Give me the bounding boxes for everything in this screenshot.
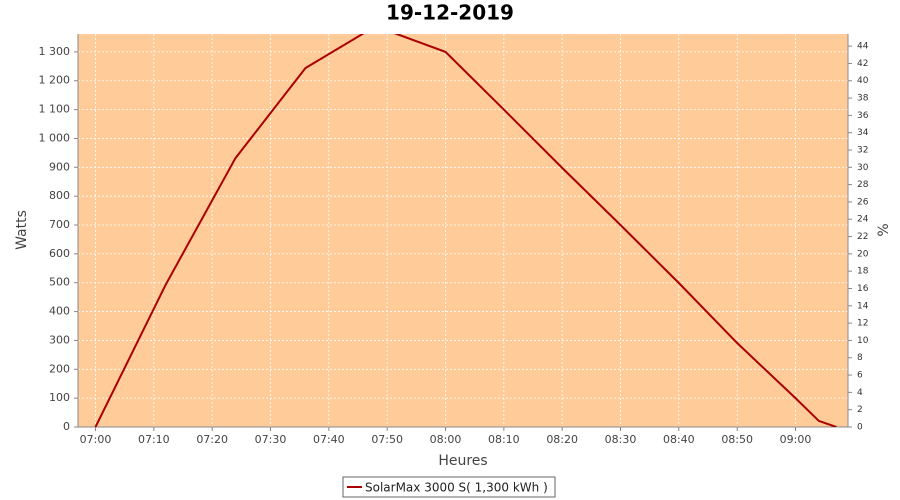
x-tick-label: 08:10 [488,433,520,446]
y2-tick-label: 20 [857,249,869,259]
y2-tick-label: 28 [857,180,869,190]
y2-axis-label: % [876,223,892,236]
y-tick-label: 500 [49,276,70,289]
y2-tick-label: 34 [857,128,869,138]
chart-title: 19-12-2019 [386,1,514,25]
x-tick-label: 07:00 [80,433,112,446]
y2-tick-label: 0 [857,423,863,433]
y-tick-label: 700 [49,218,70,231]
y2-tick-label: 44 [857,42,869,52]
y2-tick-label: 4 [857,388,863,398]
y-tick-label: 1 100 [39,103,71,116]
y2-tick-label: 22 [857,232,868,242]
y2-tick-label: 16 [857,284,869,294]
y2-tick-label: 40 [857,76,869,86]
x-tick-label: 09:00 [780,433,812,446]
y-axis-label: Watts [14,210,30,250]
x-tick-label: 07:50 [371,433,403,446]
y-tick-label: 1 000 [39,131,71,144]
x-tick-label: 07:30 [255,433,287,446]
x-axis-label: Heures [438,453,487,469]
x-tick-label: 08:20 [546,433,578,446]
y2-tick-label: 36 [857,111,869,121]
y2-tick-label: 42 [857,59,868,69]
y-tick-label: 600 [49,247,70,260]
y-tick-label: 300 [49,333,70,346]
y-tick-label: 1 300 [39,45,71,58]
y-tick-label: 100 [49,391,70,404]
y2-tick-label: 18 [857,267,869,277]
y-tick-label: 800 [49,189,70,202]
y2-tick-label: 32 [857,145,868,155]
x-tick-label: 08:40 [663,433,695,446]
x-tick-label: 07:40 [313,433,345,446]
x-tick-label: 08:30 [605,433,637,446]
y2-tick-label: 38 [857,94,869,104]
y-tick-label: 1 200 [39,74,71,87]
y-tick-label: 900 [49,160,70,173]
y2-tick-label: 8 [857,353,863,363]
y-tick-label: 0 [63,420,70,433]
y2-tick-label: 6 [857,371,863,381]
x-tick-label: 08:00 [430,433,462,446]
y2-tick-label: 12 [857,319,868,329]
y2-tick-label: 14 [857,301,869,311]
y2-tick-label: 24 [857,215,869,225]
y2-tick-label: 10 [857,336,869,346]
y-tick-label: 400 [49,305,70,318]
data-line [94,34,837,427]
y-tick-label: 200 [49,362,70,375]
legend-label: SolarMax 3000 S( 1,300 kWh ) [365,481,548,495]
x-tick-label: 07:20 [196,433,228,446]
y2-tick-label: 2 [857,405,863,415]
x-tick-label: 07:10 [138,433,170,446]
y2-tick-label: 30 [857,163,869,173]
legend [342,476,556,498]
plot-area [78,34,848,427]
x-tick-label: 08:50 [721,433,753,446]
y2-tick-label: 26 [857,197,869,207]
